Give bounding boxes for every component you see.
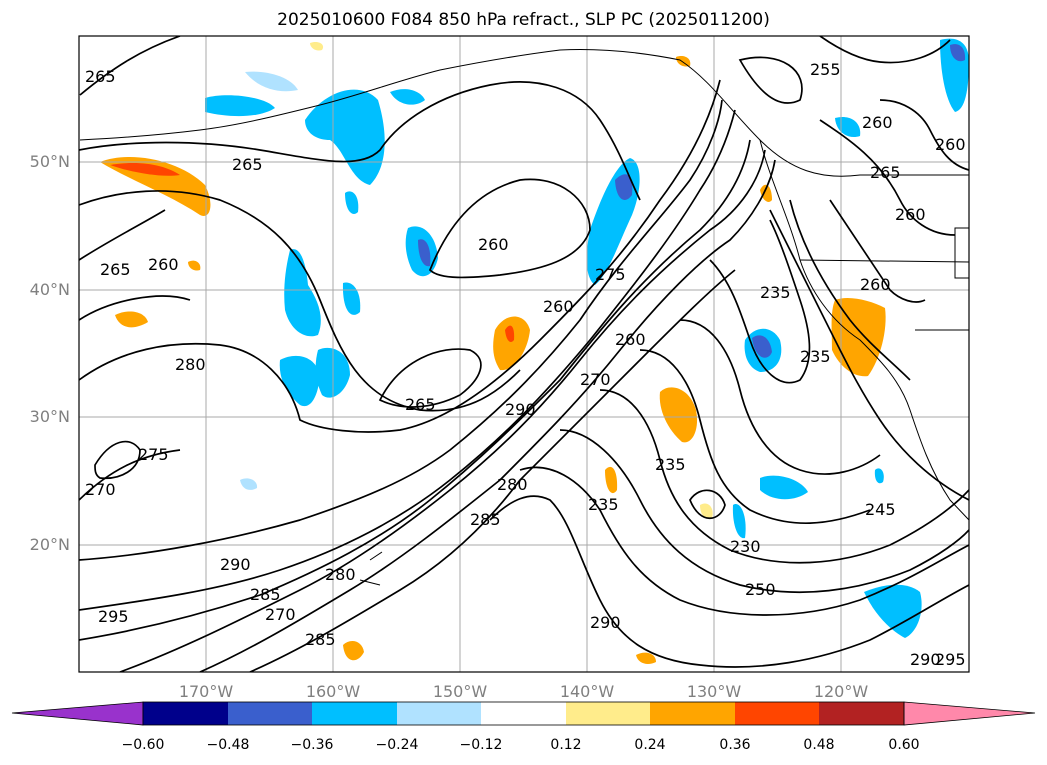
colorbar-tick: −0.60 xyxy=(121,737,165,753)
contour-label: 265 xyxy=(232,155,263,174)
contour-label: 265 xyxy=(405,395,436,414)
contour-label: 290 xyxy=(590,613,621,632)
colorbar-tick: 0.24 xyxy=(634,737,666,753)
contour-label: 235 xyxy=(800,347,831,366)
contour-label: 285 xyxy=(305,630,336,649)
lat-label-40n: 40°N xyxy=(29,280,70,299)
contour-label: 290 xyxy=(505,400,536,419)
contour-label: 290 xyxy=(910,650,941,669)
contour-label: 260 xyxy=(895,205,926,224)
colorbar-tick: 0.36 xyxy=(719,737,751,753)
contour-label: 270 xyxy=(85,480,116,499)
contour-label: 290 xyxy=(220,555,251,574)
contour-label: 265 xyxy=(870,163,901,182)
contour-label: 255 xyxy=(810,60,841,79)
coastlines xyxy=(79,48,969,586)
colorbar-tick: −0.48 xyxy=(206,737,250,753)
contour-label: 285 xyxy=(250,585,281,604)
colorbar-extend-high xyxy=(903,701,1036,726)
colorbar-tick: −0.24 xyxy=(375,737,419,753)
contour-label: 285 xyxy=(470,510,501,529)
lon-label-160w: 160°W xyxy=(305,682,361,701)
lon-label-140w: 140°W xyxy=(559,682,615,701)
contour-label: 275 xyxy=(595,265,626,284)
lon-label-170w: 170°W xyxy=(178,682,234,701)
contour-label: 295 xyxy=(98,607,129,626)
contour-label: 260 xyxy=(935,135,966,154)
contour-label: 260 xyxy=(148,255,179,274)
colorbar-segment xyxy=(397,702,481,725)
colorbar-segment xyxy=(228,702,312,725)
contour-label: 265 xyxy=(85,67,116,86)
colorbar-segment xyxy=(566,702,650,725)
colorbar-segment xyxy=(819,702,904,725)
contour-label: 260 xyxy=(478,235,509,254)
contour-label: 250 xyxy=(745,580,776,599)
colorbar-tick: 0.12 xyxy=(550,737,582,753)
contour-label: 260 xyxy=(862,113,893,132)
contour-label: 280 xyxy=(325,565,356,584)
colorbar-segment xyxy=(481,702,566,725)
lat-label-30n: 30°N xyxy=(29,407,70,426)
contour-label: 270 xyxy=(265,605,296,624)
contour-label: 260 xyxy=(543,297,574,316)
colorbar xyxy=(11,701,1036,726)
contour-label: 270 xyxy=(580,370,611,389)
contour-label: 275 xyxy=(138,445,169,464)
lon-label-120w: 120°W xyxy=(813,682,869,701)
contour-labels: 265 265 265 260 280 275 270 290 295 285 … xyxy=(85,60,966,669)
lon-label-130w: 130°W xyxy=(686,682,742,701)
map-title: 2025010600 F084 850 hPa refract., SLP PC… xyxy=(277,10,770,30)
colorbar-extend-low xyxy=(11,701,144,726)
colorbar-tick: −0.12 xyxy=(459,737,503,753)
grid-lines xyxy=(79,36,969,672)
lon-label-150w: 150°W xyxy=(432,682,488,701)
contour-label: 280 xyxy=(175,355,206,374)
map-frame xyxy=(78,35,970,673)
colorbar-segment xyxy=(650,702,735,725)
contour-label: 260 xyxy=(615,330,646,349)
slp-contours xyxy=(79,36,969,672)
contour-label: 235 xyxy=(588,495,619,514)
lat-label-20n: 20°N xyxy=(29,535,70,554)
colorbar-tick: 0.60 xyxy=(888,737,920,753)
contour-label: 230 xyxy=(730,537,761,556)
contour-label: 260 xyxy=(860,275,891,294)
colorbar-segment xyxy=(143,702,228,725)
colorbar-segment xyxy=(312,702,397,725)
contour-label: 245 xyxy=(865,500,896,519)
contour-label: 235 xyxy=(655,455,686,474)
colorbar-segment xyxy=(735,702,819,725)
colorbar-tick: −0.36 xyxy=(290,737,334,753)
contour-label: 235 xyxy=(760,283,791,302)
map-plot: 265 265 265 260 280 275 270 290 295 285 … xyxy=(78,35,970,673)
contour-label: 280 xyxy=(497,475,528,494)
lat-label-50n: 50°N xyxy=(29,152,70,171)
colorbar-tick: 0.48 xyxy=(803,737,835,753)
contour-label: 295 xyxy=(935,650,966,669)
contour-label: 265 xyxy=(100,260,131,279)
